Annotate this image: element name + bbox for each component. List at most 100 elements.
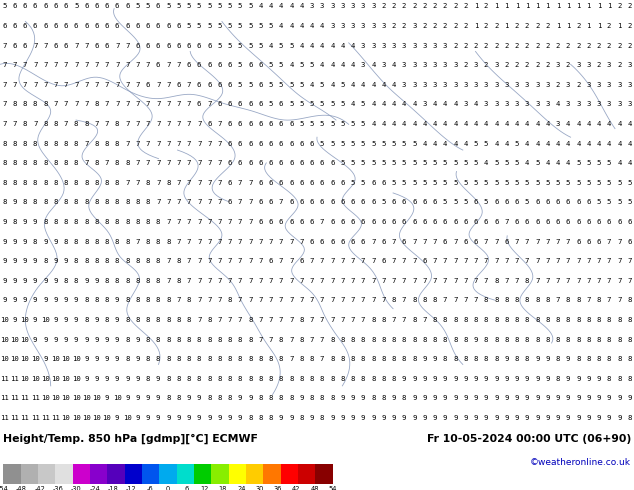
Text: 8: 8 [228, 395, 232, 401]
Text: 7: 7 [84, 101, 89, 107]
Text: 7: 7 [320, 297, 325, 303]
Text: 8: 8 [432, 297, 437, 303]
Text: 5: 5 [248, 23, 252, 29]
Text: 5: 5 [228, 3, 232, 9]
Text: 2: 2 [392, 3, 396, 9]
Text: 3: 3 [402, 62, 406, 68]
Text: 6: 6 [576, 219, 581, 225]
Text: 7: 7 [43, 62, 48, 68]
Text: 9: 9 [392, 395, 396, 401]
Text: 8: 8 [156, 239, 160, 245]
Text: 9: 9 [217, 415, 222, 421]
Text: 5: 5 [166, 3, 171, 9]
Text: 7: 7 [474, 278, 478, 284]
Text: 7: 7 [187, 82, 191, 88]
Text: 7: 7 [166, 101, 171, 107]
Text: 6: 6 [115, 3, 119, 9]
Text: 6: 6 [259, 82, 263, 88]
Text: 7: 7 [3, 121, 6, 127]
Text: 6: 6 [156, 62, 160, 68]
Text: 8: 8 [187, 356, 191, 362]
Text: 9: 9 [422, 415, 427, 421]
Text: 7: 7 [309, 297, 314, 303]
Text: 7: 7 [402, 297, 406, 303]
Text: 7: 7 [505, 278, 508, 284]
Text: 6: 6 [74, 23, 79, 29]
Text: 7: 7 [238, 219, 242, 225]
Text: 5: 5 [340, 82, 345, 88]
Text: 7: 7 [402, 258, 406, 264]
Text: 8: 8 [105, 199, 109, 205]
Text: 8: 8 [248, 376, 252, 382]
Text: 8: 8 [269, 376, 273, 382]
Text: 9: 9 [474, 337, 478, 343]
Text: 5: 5 [392, 141, 396, 147]
Text: 8: 8 [156, 219, 160, 225]
Text: 5: 5 [361, 101, 365, 107]
Text: 8: 8 [23, 141, 27, 147]
Text: 9: 9 [23, 258, 27, 264]
Text: 9: 9 [432, 376, 437, 382]
Text: 6: 6 [586, 239, 591, 245]
Text: 2: 2 [597, 43, 601, 49]
Text: 9: 9 [84, 356, 89, 362]
Text: 7: 7 [23, 82, 27, 88]
Text: 4: 4 [555, 160, 560, 166]
Text: 7: 7 [371, 239, 375, 245]
Text: 7: 7 [555, 239, 560, 245]
Text: 6: 6 [136, 43, 140, 49]
Text: 6: 6 [597, 239, 601, 245]
Text: 7: 7 [412, 258, 417, 264]
Text: 7: 7 [136, 101, 140, 107]
Text: 9: 9 [105, 395, 109, 401]
Text: 7: 7 [617, 278, 621, 284]
Text: 7: 7 [217, 160, 222, 166]
Text: 7: 7 [422, 317, 427, 323]
Text: 5: 5 [402, 160, 406, 166]
Text: 8: 8 [515, 317, 519, 323]
Text: 10: 10 [0, 337, 9, 343]
Text: 8: 8 [146, 376, 150, 382]
Bar [211, 465, 229, 484]
Text: 9: 9 [453, 415, 458, 421]
Text: 4: 4 [309, 23, 314, 29]
Text: 4: 4 [525, 160, 529, 166]
Text: 7: 7 [515, 278, 519, 284]
Text: 10: 10 [72, 415, 81, 421]
Text: 9: 9 [371, 415, 375, 421]
Text: 3: 3 [525, 101, 529, 107]
Text: 8: 8 [535, 337, 540, 343]
Bar [38, 465, 55, 484]
Text: 8: 8 [126, 278, 129, 284]
Text: 6: 6 [259, 180, 263, 186]
Text: 6: 6 [217, 82, 222, 88]
Text: 9: 9 [566, 395, 570, 401]
Text: 3: 3 [545, 82, 550, 88]
Text: 9: 9 [136, 356, 140, 362]
Text: 6: 6 [330, 180, 335, 186]
Text: 9: 9 [597, 415, 601, 421]
Text: 8: 8 [248, 415, 252, 421]
Text: 5: 5 [340, 101, 345, 107]
Text: 5: 5 [494, 160, 498, 166]
Text: 8: 8 [187, 297, 191, 303]
Text: 11: 11 [0, 376, 9, 382]
Text: 5: 5 [535, 160, 540, 166]
Text: 7: 7 [309, 258, 314, 264]
Text: 9: 9 [525, 376, 529, 382]
Text: 8: 8 [525, 317, 529, 323]
Text: 9: 9 [43, 239, 48, 245]
Text: 2: 2 [463, 23, 468, 29]
Text: 3: 3 [371, 3, 375, 9]
Text: 5: 5 [361, 121, 365, 127]
Text: 7: 7 [555, 278, 560, 284]
Text: -12: -12 [126, 486, 137, 490]
Text: 9: 9 [340, 415, 345, 421]
Text: 8: 8 [371, 337, 375, 343]
Text: 9: 9 [443, 376, 447, 382]
Text: 8: 8 [53, 180, 58, 186]
Text: 9: 9 [146, 395, 150, 401]
Bar [72, 465, 90, 484]
Text: 8: 8 [382, 337, 386, 343]
Text: 8: 8 [228, 356, 232, 362]
